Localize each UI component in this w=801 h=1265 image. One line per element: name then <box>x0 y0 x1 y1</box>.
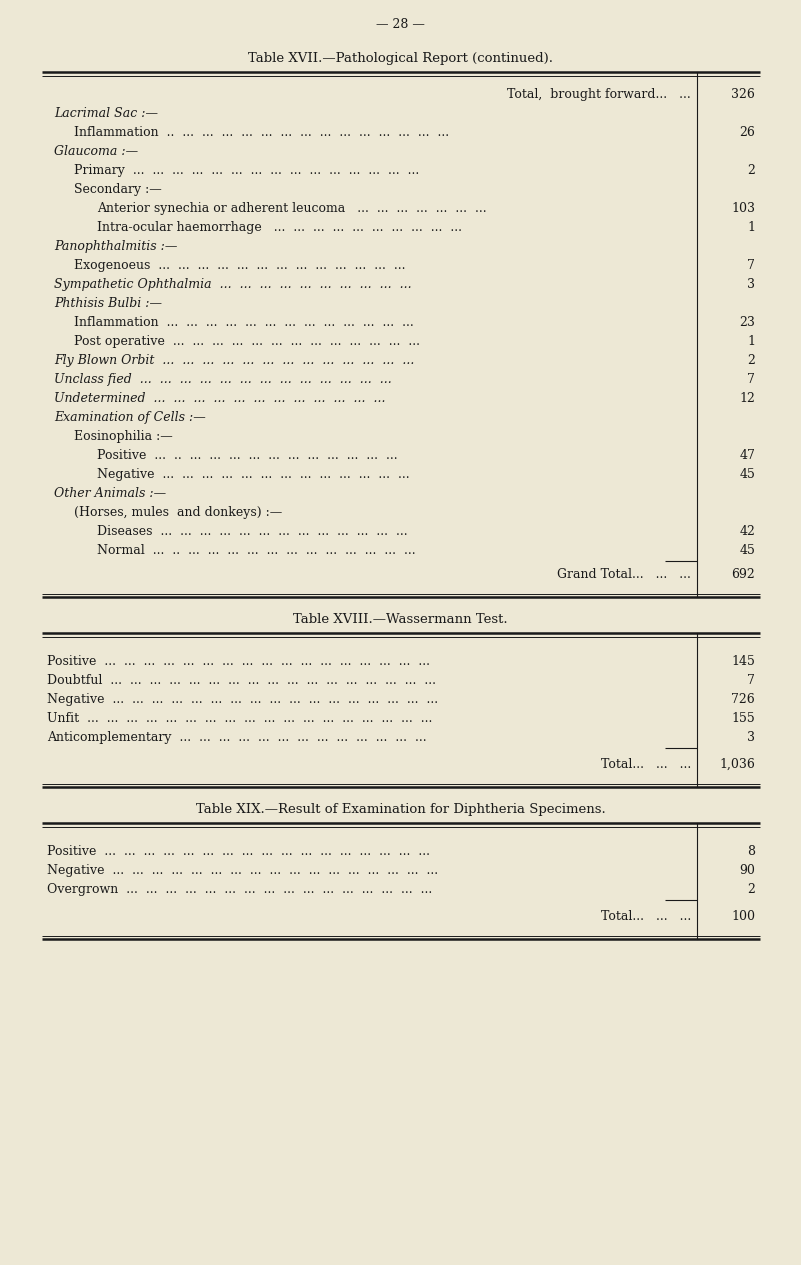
Text: Grand Total...   ...   ...: Grand Total... ... ... <box>557 568 691 581</box>
Text: Examination of Cells :—: Examination of Cells :— <box>54 411 206 424</box>
Text: 2: 2 <box>747 883 755 896</box>
Text: 7: 7 <box>747 373 755 386</box>
Text: 3: 3 <box>747 731 755 744</box>
Text: Inflammation  ..  ...  ...  ...  ...  ...  ...  ...  ...  ...  ...  ...  ...  ..: Inflammation .. ... ... ... ... ... ... … <box>74 126 449 139</box>
Text: Other Animals :—: Other Animals :— <box>54 487 166 500</box>
Text: 692: 692 <box>731 568 755 581</box>
Text: 1,036: 1,036 <box>719 758 755 770</box>
Text: 7: 7 <box>747 259 755 272</box>
Text: Intra-ocular haemorrhage   ...  ...  ...  ...  ...  ...  ...  ...  ...  ...: Intra-ocular haemorrhage ... ... ... ...… <box>97 221 462 234</box>
Text: Normal  ...  ..  ...  ...  ...  ...  ...  ...  ...  ...  ...  ...  ...  ...: Normal ... .. ... ... ... ... ... ... ..… <box>97 544 416 557</box>
Text: 90: 90 <box>739 864 755 877</box>
Text: 155: 155 <box>731 712 755 725</box>
Text: Fly Blown Orbit  ...  ...  ...  ...  ...  ...  ...  ...  ...  ...  ...  ...  ...: Fly Blown Orbit ... ... ... ... ... ... … <box>54 354 414 367</box>
Text: 726: 726 <box>731 693 755 706</box>
Text: Phthisis Bulbi :—: Phthisis Bulbi :— <box>54 297 162 310</box>
Text: Table XVII.—Pathological Report (continued).: Table XVII.—Pathological Report (continu… <box>248 52 553 65</box>
Text: Total...   ...   ...: Total... ... ... <box>601 910 691 923</box>
Text: Positive  ...  ...  ...  ...  ...  ...  ...  ...  ...  ...  ...  ...  ...  ...  : Positive ... ... ... ... ... ... ... ...… <box>47 845 430 858</box>
Text: Total...   ...   ...: Total... ... ... <box>601 758 691 770</box>
Text: Table XIX.—Result of Examination for Diphtheria Specimens.: Table XIX.—Result of Examination for Dip… <box>195 803 606 816</box>
Text: 47: 47 <box>739 449 755 462</box>
Text: 8: 8 <box>747 845 755 858</box>
Text: Positive  ...  ..  ...  ...  ...  ...  ...  ...  ...  ...  ...  ...  ...: Positive ... .. ... ... ... ... ... ... … <box>97 449 397 462</box>
Text: Negative  ...  ...  ...  ...  ...  ...  ...  ...  ...  ...  ...  ...  ...  ...  : Negative ... ... ... ... ... ... ... ...… <box>47 864 438 877</box>
Text: Unclass fied  ...  ...  ...  ...  ...  ...  ...  ...  ...  ...  ...  ...  ...: Unclass fied ... ... ... ... ... ... ...… <box>54 373 392 386</box>
Text: 1: 1 <box>747 335 755 348</box>
Text: 7: 7 <box>747 674 755 687</box>
Text: 45: 45 <box>739 468 755 481</box>
Text: Glaucoma :—: Glaucoma :— <box>54 145 138 158</box>
Text: Diseases  ...  ...  ...  ...  ...  ...  ...  ...  ...  ...  ...  ...  ...: Diseases ... ... ... ... ... ... ... ...… <box>97 525 408 538</box>
Text: 2: 2 <box>747 164 755 177</box>
Text: 103: 103 <box>731 202 755 215</box>
Text: Unfit  ...  ...  ...  ...  ...  ...  ...  ...  ...  ...  ...  ...  ...  ...  ...: Unfit ... ... ... ... ... ... ... ... ..… <box>47 712 433 725</box>
Text: Primary  ...  ...  ...  ...  ...  ...  ...  ...  ...  ...  ...  ...  ...  ...  .: Primary ... ... ... ... ... ... ... ... … <box>74 164 419 177</box>
Text: 23: 23 <box>739 316 755 329</box>
Text: Post operative  ...  ...  ...  ...  ...  ...  ...  ...  ...  ...  ...  ...  ...: Post operative ... ... ... ... ... ... .… <box>74 335 420 348</box>
Text: Sympathetic Ophthalmia  ...  ...  ...  ...  ...  ...  ...  ...  ...  ...: Sympathetic Ophthalmia ... ... ... ... .… <box>54 278 412 291</box>
Text: Negative  ...  ...  ...  ...  ...  ...  ...  ...  ...  ...  ...  ...  ...  ...  : Negative ... ... ... ... ... ... ... ...… <box>47 693 438 706</box>
Text: 12: 12 <box>739 392 755 405</box>
Text: Panophthalmitis :—: Panophthalmitis :— <box>54 240 177 253</box>
Text: Secondary :—: Secondary :— <box>74 183 162 196</box>
Text: 2: 2 <box>747 354 755 367</box>
Text: Anticomplementary  ...  ...  ...  ...  ...  ...  ...  ...  ...  ...  ...  ...  .: Anticomplementary ... ... ... ... ... ..… <box>47 731 427 744</box>
Text: Undetermined  ...  ...  ...  ...  ...  ...  ...  ...  ...  ...  ...  ...: Undetermined ... ... ... ... ... ... ...… <box>54 392 385 405</box>
Text: Lacrimal Sac :—: Lacrimal Sac :— <box>54 108 158 120</box>
Text: 100: 100 <box>731 910 755 923</box>
Text: 45: 45 <box>739 544 755 557</box>
Text: Eosinophilia :—: Eosinophilia :— <box>74 430 173 443</box>
Text: 145: 145 <box>731 655 755 668</box>
Text: Overgrown  ...  ...  ...  ...  ...  ...  ...  ...  ...  ...  ...  ...  ...  ... : Overgrown ... ... ... ... ... ... ... ..… <box>47 883 433 896</box>
Text: 42: 42 <box>739 525 755 538</box>
Text: 1: 1 <box>747 221 755 234</box>
Text: — 28 —: — 28 — <box>376 18 425 32</box>
Text: Table XVIII.—Wassermann Test.: Table XVIII.—Wassermann Test. <box>293 614 508 626</box>
Text: Exogenoeus  ...  ...  ...  ...  ...  ...  ...  ...  ...  ...  ...  ...  ...: Exogenoeus ... ... ... ... ... ... ... .… <box>74 259 405 272</box>
Text: 26: 26 <box>739 126 755 139</box>
Text: Positive  ...  ...  ...  ...  ...  ...  ...  ...  ...  ...  ...  ...  ...  ...  : Positive ... ... ... ... ... ... ... ...… <box>47 655 430 668</box>
Text: 3: 3 <box>747 278 755 291</box>
Text: Anterior synechia or adherent leucoma   ...  ...  ...  ...  ...  ...  ...: Anterior synechia or adherent leucoma ..… <box>97 202 487 215</box>
Text: Negative  ...  ...  ...  ...  ...  ...  ...  ...  ...  ...  ...  ...  ...: Negative ... ... ... ... ... ... ... ...… <box>97 468 409 481</box>
Text: (Horses, mules  and donkeys) :—: (Horses, mules and donkeys) :— <box>74 506 282 519</box>
Text: Doubtful  ...  ...  ...  ...  ...  ...  ...  ...  ...  ...  ...  ...  ...  ...  : Doubtful ... ... ... ... ... ... ... ...… <box>47 674 436 687</box>
Text: Total,  brought forward...   ...: Total, brought forward... ... <box>507 89 691 101</box>
Text: 326: 326 <box>731 89 755 101</box>
Text: Inflammation  ...  ...  ...  ...  ...  ...  ...  ...  ...  ...  ...  ...  ...: Inflammation ... ... ... ... ... ... ...… <box>74 316 414 329</box>
